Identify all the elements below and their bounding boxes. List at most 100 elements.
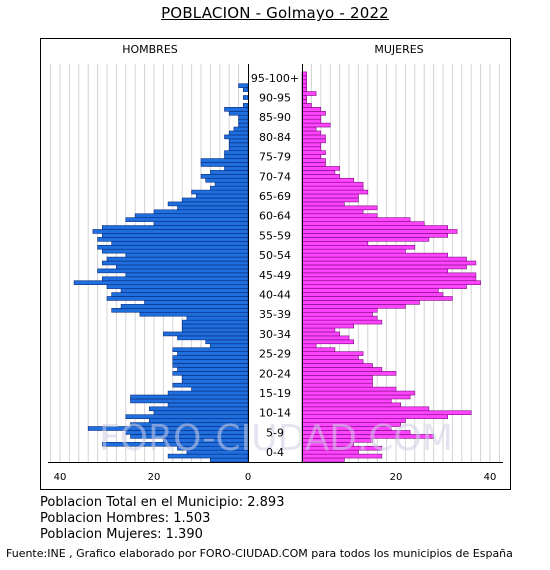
bar-hombres (120, 304, 249, 309)
bar-mujeres (301, 268, 448, 274)
age-group-label: 45-49 (259, 269, 291, 282)
age-group-label: 60-64 (259, 210, 291, 223)
bar-hombres (167, 201, 249, 207)
bar-hombres (181, 375, 249, 380)
bar-hombres (191, 386, 249, 392)
bar-hombres (101, 233, 249, 238)
bar-hombres (177, 351, 249, 356)
axes (48, 64, 503, 463)
bar-hombres (130, 394, 249, 400)
age-group-label: 30-34 (259, 328, 291, 341)
population-stats: Poblacion Total en el Municipio: 2.893 P… (40, 495, 284, 543)
bar-mujeres (301, 193, 359, 199)
bar-hombres (243, 103, 249, 108)
hombres-bars (73, 83, 249, 463)
bar-mujeres (301, 126, 317, 132)
age-group-label: 50-54 (259, 249, 291, 262)
bar-hombres (149, 406, 249, 412)
bar-mujeres (301, 351, 364, 356)
bar-hombres (181, 319, 249, 325)
bar-hombres (111, 308, 249, 313)
bar-hombres (125, 252, 249, 258)
age-group-label: 80-84 (259, 131, 291, 144)
bar-mujeres (301, 311, 373, 317)
age-labels: 0-4 5-9 10-14 15-19 20-24 25-29 30-34 35-39 40-4… (251, 72, 299, 459)
bar-hombres (224, 166, 249, 171)
bar-hombres (144, 300, 249, 305)
age-group-label: 65-69 (259, 190, 291, 203)
age-group-label: 15-19 (259, 387, 291, 400)
bar-hombres (205, 177, 249, 183)
bar-hombres (228, 146, 249, 151)
bar-hombres (181, 327, 249, 333)
bar-hombres (97, 237, 249, 242)
bar-mujeres (301, 221, 425, 226)
age-group-label: 75-79 (259, 151, 291, 164)
bar-mujeres (301, 339, 355, 345)
bar-hombres (125, 272, 249, 278)
bar-mujeres (301, 91, 317, 96)
bar-hombres (177, 367, 249, 372)
bar-mujeres (301, 288, 439, 293)
bar-hombres (125, 217, 249, 222)
bar-hombres (238, 114, 249, 120)
x-tick-label: 20 (148, 472, 161, 483)
bar-mujeres (301, 260, 477, 266)
bar-hombres (106, 284, 249, 289)
bar-hombres (92, 229, 249, 234)
bar-mujeres (301, 162, 326, 167)
bar-hombres (177, 335, 249, 341)
bar-mujeres (301, 138, 326, 144)
bar-hombres (186, 315, 249, 321)
bar-mujeres (301, 296, 453, 301)
age-group-label: 0-4 (266, 446, 284, 459)
bar-mujeres (301, 375, 373, 380)
bar-hombres (101, 225, 249, 230)
bar-hombres (243, 95, 249, 100)
age-group-label: 25-29 (259, 348, 291, 361)
bar-hombres (181, 197, 249, 203)
bar-mujeres (301, 150, 326, 155)
bar-mujeres (301, 244, 416, 250)
x-tick-label: 40 (484, 472, 497, 483)
bar-mujeres (301, 166, 340, 171)
bar-mujeres (301, 154, 322, 159)
bar-hombres (97, 268, 249, 274)
bar-hombres (210, 185, 249, 191)
bar-hombres (134, 213, 249, 218)
bar-hombres (238, 83, 249, 88)
age-group-label: 5-9 (266, 426, 284, 439)
bar-mujeres (301, 335, 350, 341)
bar-mujeres (301, 241, 369, 246)
bar-mujeres (301, 114, 322, 120)
bar-mujeres (301, 130, 322, 136)
bar-mujeres (301, 213, 378, 218)
x-tick-label: 40 (54, 472, 67, 483)
bar-mujeres (301, 134, 326, 140)
bar-mujeres (301, 304, 406, 309)
bar-hombres (214, 181, 249, 187)
bar-mujeres (301, 185, 364, 191)
age-group-label: 90-95 (259, 91, 291, 104)
bar-mujeres (301, 347, 336, 352)
bar-hombres (172, 371, 249, 376)
bar-hombres (167, 402, 249, 408)
bar-hombres (196, 193, 249, 199)
bar-hombres (111, 292, 249, 297)
bar-hombres (224, 134, 249, 140)
bar-mujeres (301, 355, 359, 360)
bar-hombres (106, 256, 249, 262)
bar-mujeres (301, 280, 481, 285)
bar-hombres (205, 339, 249, 345)
bar-mujeres (301, 209, 364, 215)
bar-mujeres (301, 327, 336, 333)
bar-mujeres (301, 398, 392, 404)
bar-hombres (224, 107, 249, 112)
watermark: FORO-CIUDAD.COM (99, 418, 453, 459)
bar-mujeres (301, 319, 383, 325)
bar-mujeres (301, 142, 322, 148)
bar-mujeres (301, 170, 336, 175)
chart-title: POBLACION - Golmayo - 2022 (161, 4, 389, 22)
bar-mujeres (301, 284, 467, 289)
bar-mujeres (301, 292, 444, 297)
